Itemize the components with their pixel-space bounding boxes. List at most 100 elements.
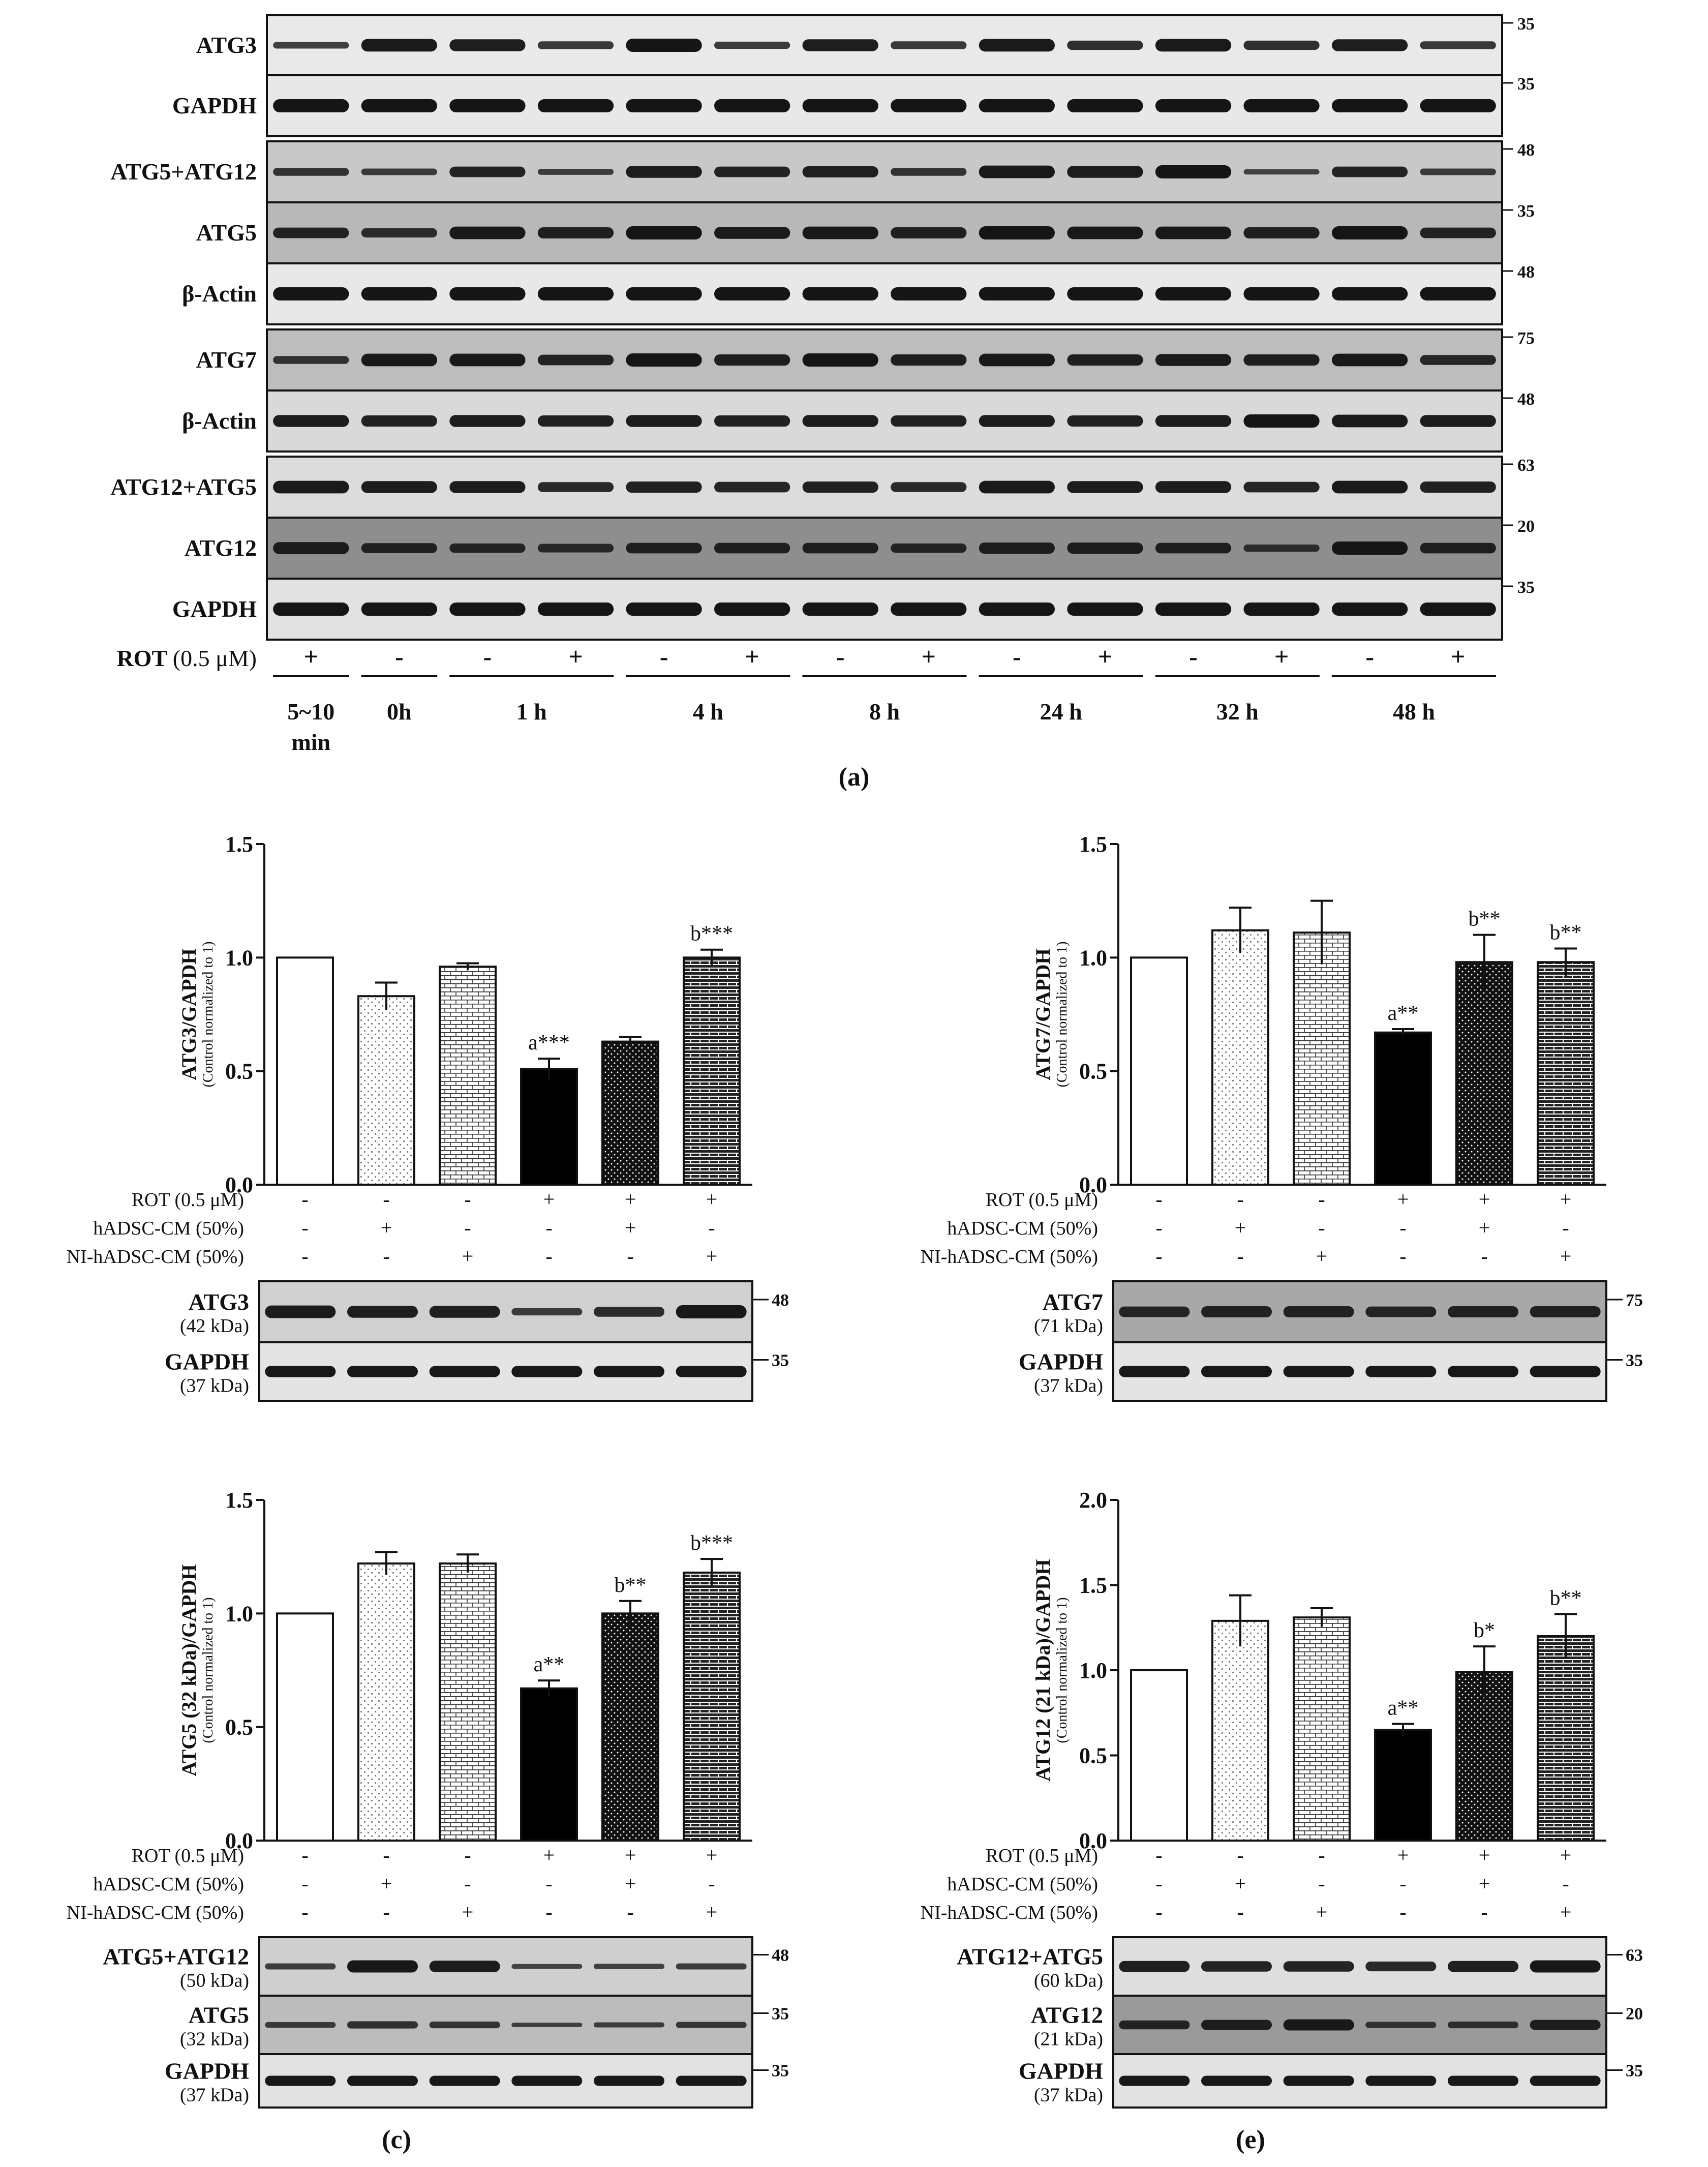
treatment-sign: - — [301, 1844, 308, 1867]
blot-strip-band — [429, 1961, 500, 1972]
bar — [439, 1562, 497, 1842]
treatment-sign: - — [1155, 1901, 1162, 1923]
blot-strip-band — [1530, 1960, 1601, 1973]
treatment-label: ROT (0.5 μM) — [986, 1189, 1098, 1211]
blot-protein-label: ATG7 — [1043, 1289, 1103, 1315]
blot-a-row-band — [1332, 541, 1408, 555]
blot-strip-frame — [258, 1995, 753, 2055]
panel-label: (c) — [382, 2125, 411, 2154]
blot-a-row-label: ATG5+ATG12 — [110, 159, 257, 185]
blot-a-row-band — [449, 99, 526, 112]
blot-a-row-band — [361, 99, 437, 112]
treatment-label: NI-hADSC-CM (50%) — [67, 1246, 244, 1268]
blot-strip-band — [676, 2022, 747, 2028]
blot-kda-label: (42 kDa) — [180, 1315, 249, 1337]
treatment-sign: - — [708, 1872, 715, 1895]
blot-a-row-band — [1420, 227, 1496, 238]
treatment-sign: - — [1155, 1188, 1162, 1211]
blot-a-row-band — [273, 415, 349, 427]
blot-a-row-band — [802, 353, 878, 367]
treatment-sign: - — [1237, 1844, 1243, 1867]
mw-marker: 35 — [1626, 2062, 1643, 2081]
treatment-sign: - — [1399, 1216, 1406, 1239]
mw-marker: 75 — [1626, 1291, 1643, 1310]
treatment-sign: + — [706, 1188, 718, 1211]
treatment-label: hADSC-CM (50%) — [93, 1874, 244, 1895]
panel-d-atg7-chart: 0.0 0.5 1.0 1.5 ATG7/GAPDH (Control normalize… — [921, 832, 1643, 1402]
treatment-sign: - — [1318, 1188, 1325, 1211]
blot-a-row-band — [1243, 354, 1320, 366]
bar — [1293, 1616, 1351, 1842]
blot-a-row-band — [1067, 603, 1143, 616]
blot-strip-band — [511, 2075, 583, 2086]
blot-a-row-band — [537, 354, 614, 366]
treatment-sign: - — [301, 1216, 308, 1239]
blot-a-row-band — [1067, 166, 1143, 178]
mw-marker: 48 — [772, 1946, 789, 1965]
blot-strip-band — [676, 2075, 747, 2086]
blot-a-row-band — [1067, 99, 1143, 112]
bar — [1455, 961, 1513, 1186]
y-tick-label: 1.5 — [1079, 1573, 1107, 1598]
y-axis-sublabel: (Control normalized to 1) — [1054, 1598, 1070, 1743]
treatment-sign: - — [301, 1188, 308, 1211]
treatment-sign: - — [545, 1216, 552, 1239]
treatment-sign: - — [301, 1901, 308, 1923]
blot-a-row-label: ATG5 — [196, 220, 257, 246]
blot-protein-label: ATG5+ATG12 — [103, 1944, 249, 1970]
blot-strip-band — [1119, 2075, 1190, 2086]
blot-a-row-band — [1243, 287, 1320, 300]
blot-a-row-band — [891, 287, 967, 300]
treatment-label: ROT (0.5 μM) — [986, 1845, 1098, 1867]
blot-strip-band — [1365, 1961, 1437, 1972]
treatment-sign: - — [1318, 1872, 1325, 1895]
y-tick-label: 0.5 — [1079, 1743, 1107, 1768]
rot-sign: + — [1274, 642, 1289, 671]
blot-strip-band — [1447, 2075, 1519, 2086]
blot-a-row-band — [1420, 168, 1496, 175]
treatment-sign: + — [625, 1216, 636, 1239]
blot-strip-band — [1447, 1961, 1519, 1972]
blot-strip-band — [1530, 2075, 1601, 2086]
rot-sign: + — [304, 642, 319, 671]
treatment-sign: + — [1235, 1872, 1246, 1895]
timepoint-label: 8 h — [869, 699, 900, 725]
blot-a-row-band — [714, 99, 790, 112]
blot-a-row-band — [802, 226, 878, 239]
treatment-sign: - — [1237, 1245, 1243, 1268]
blot-a-row-band — [449, 226, 526, 239]
blot-strip-frame — [258, 1280, 753, 1343]
bar — [1211, 929, 1269, 1186]
treatment-sign: + — [1560, 1245, 1572, 1268]
blot-a-row-band — [449, 481, 526, 493]
blot-a-row-band — [979, 415, 1055, 427]
panel-c-atg5-chart: 0.0 0.5 1.0 1.5 ATG5 (32 kDa)/GAPDH (Control … — [67, 1488, 789, 2154]
blot-a-row-band — [626, 543, 702, 554]
blot-strip-frame — [1112, 1280, 1607, 1343]
blot-a-row-band — [361, 39, 437, 52]
blot-a-row-band — [1155, 415, 1232, 427]
blot-strip-band — [511, 1366, 583, 1377]
blot-a-row-band — [1243, 169, 1320, 175]
treatment-sign: + — [1397, 1188, 1409, 1211]
blot-a-row-band — [1067, 226, 1143, 239]
blot-strip-frame — [258, 1341, 753, 1402]
y-tick-label: 1.0 — [1079, 1658, 1107, 1683]
mw-marker: 35 — [1517, 15, 1535, 34]
treatment-sign: - — [383, 1245, 389, 1268]
blot-a-row-band — [1067, 354, 1143, 366]
blot-a-row-band — [802, 287, 878, 300]
blot-a-row-band — [1067, 415, 1143, 427]
treatment-sign: + — [1235, 1216, 1246, 1239]
blot-a-row-label: ATG12+ATG5 — [110, 474, 257, 500]
bar — [357, 995, 415, 1186]
blot-kda-label: (71 kDa) — [1034, 1315, 1103, 1337]
mw-marker: 20 — [1517, 517, 1535, 536]
treatment-sign: - — [1562, 1872, 1569, 1895]
significance-label: b** — [1550, 1586, 1582, 1610]
treatment-sign: - — [1399, 1901, 1406, 1923]
blot-a-row-band — [1420, 543, 1496, 554]
blot-a-row-band — [1155, 39, 1232, 52]
blot-a-row-band — [891, 415, 967, 427]
y-axis-sublabel: (Control normalized to 1) — [200, 1598, 216, 1743]
